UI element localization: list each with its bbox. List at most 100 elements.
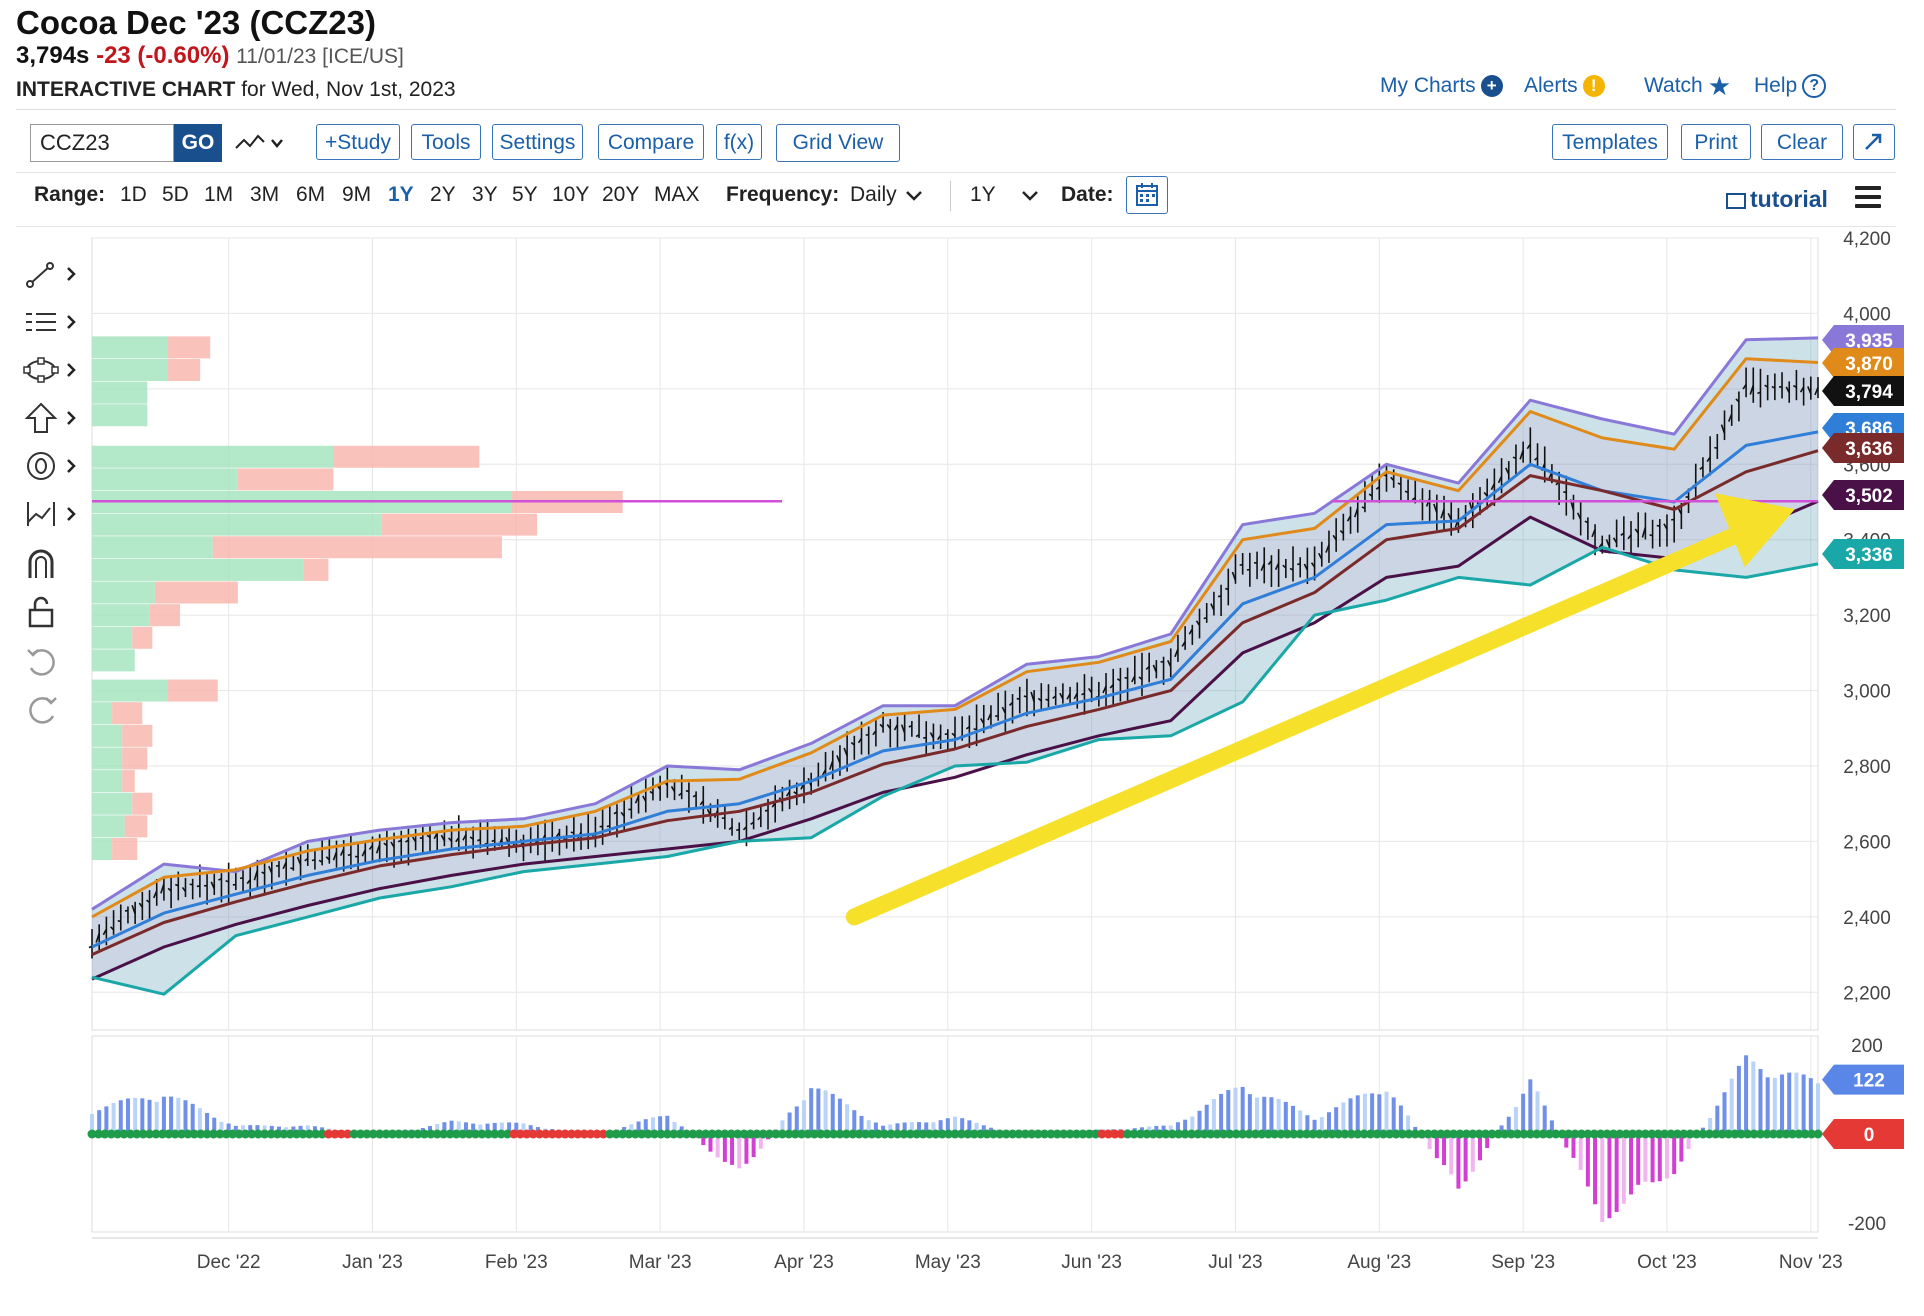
zero-line-dot [317, 1129, 327, 1139]
symbol-input[interactable]: CCZ23 [30, 124, 174, 162]
print-button[interactable]: Print [1681, 124, 1751, 160]
range-1d[interactable]: 1D [120, 183, 147, 206]
range-3m[interactable]: 3M [250, 183, 280, 206]
compare-button[interactable]: Compare [598, 124, 704, 160]
price-bar-tick [361, 849, 367, 857]
page-title: Cocoa Dec '23 (CCZ23) [16, 4, 376, 41]
histogram-bar [1485, 1134, 1490, 1149]
histogram-bar [161, 1096, 166, 1134]
annotation-tool[interactable] [22, 448, 86, 484]
zero-line-dot [1615, 1129, 1625, 1139]
range-5y[interactable]: 5Y [512, 183, 538, 206]
price-bar-tick [1720, 424, 1726, 434]
range-max[interactable]: MAX [654, 183, 700, 206]
price-bar-tick [699, 800, 704, 806]
zero-line-dot [899, 1129, 909, 1139]
zero-line-dot [240, 1129, 250, 1139]
range-10y[interactable]: 10Y [552, 183, 590, 206]
price-bar-tick [1303, 563, 1309, 571]
tools-button[interactable]: Tools [411, 124, 481, 160]
film-icon [1726, 193, 1746, 209]
volume-bar-up [92, 649, 135, 672]
price-bar-tick [1505, 467, 1510, 475]
price-tag-box [1822, 1119, 1904, 1149]
templates-button[interactable]: Templates [1552, 124, 1668, 160]
zero-line-dots [87, 1129, 1823, 1139]
price-bar-tick [1239, 563, 1243, 566]
zero-line-dot [1576, 1129, 1586, 1139]
price-bar-tick [1526, 443, 1532, 450]
range-1y[interactable]: 1Y [388, 183, 414, 206]
settings-button[interactable]: Settings [492, 124, 583, 160]
chart-type-dropdown[interactable] [232, 124, 288, 162]
histogram-bar [1305, 1115, 1310, 1134]
measure-tool[interactable] [22, 496, 86, 532]
zero-line-dot [522, 1129, 532, 1139]
arrow-tool[interactable] [22, 400, 86, 436]
range-6m[interactable]: 6M [296, 183, 326, 206]
trendline-tool[interactable] [22, 256, 86, 292]
clear-button[interactable]: Clear [1761, 124, 1843, 160]
histogram-bar [859, 1115, 864, 1134]
zero-line-dot [944, 1129, 954, 1139]
redo-tool[interactable] [22, 692, 86, 728]
zero-line-dot [432, 1129, 442, 1139]
price-bar-tick [828, 760, 834, 770]
zero-line-dot [1091, 1129, 1101, 1139]
fibonacci-tool[interactable] [22, 304, 86, 340]
range-20y[interactable]: 20Y [602, 183, 640, 206]
range-2y[interactable]: 2Y [430, 183, 456, 206]
study-button[interactable]: +Study [316, 124, 400, 160]
histogram-bar [478, 1124, 483, 1134]
help-link[interactable]: Help ? [1754, 74, 1827, 98]
watch-link[interactable]: Watch ★ [1644, 73, 1731, 99]
zero-line-dot [170, 1129, 180, 1139]
alerts-link[interactable]: Alerts ! [1524, 74, 1605, 98]
tutorial-link[interactable]: tutorial [1726, 186, 1828, 213]
magnet-tool[interactable] [22, 546, 86, 582]
hamburger-menu-icon[interactable] [1855, 186, 1881, 210]
zero-line-dot [650, 1129, 660, 1139]
price-tag-box [1822, 325, 1904, 355]
range-9m[interactable]: 9M [342, 183, 372, 206]
zero-line-dot [848, 1129, 858, 1139]
histogram-bar [1816, 1083, 1820, 1134]
period-dropdown[interactable]: 1Y [970, 183, 1041, 207]
range-1m[interactable]: 1M [204, 183, 234, 206]
zero-line-dot [1366, 1129, 1376, 1139]
expand-button[interactable] [1853, 124, 1895, 160]
zero-line-dot [1353, 1129, 1363, 1139]
zero-line-dot [701, 1129, 711, 1139]
volume-bar-down [212, 536, 502, 559]
grid-view-button[interactable]: Grid View [776, 124, 900, 162]
zero-line-dot [1672, 1129, 1682, 1139]
zero-line-dot [1736, 1129, 1746, 1139]
function-button[interactable]: f(x) [716, 124, 762, 160]
zero-line-dot [1768, 1129, 1778, 1139]
price-tag-label: 3,502 [1845, 486, 1893, 507]
price-bar-tick [146, 899, 151, 904]
histogram-bar [1643, 1134, 1648, 1182]
price-bar-tick [1641, 527, 1647, 538]
price-tick-label: 4,000 [1843, 304, 1891, 325]
my-charts-link[interactable]: My Charts + [1380, 74, 1503, 98]
zero-line-dot [1730, 1129, 1740, 1139]
histogram-bar [176, 1097, 181, 1134]
range-5d[interactable]: 5D [162, 183, 189, 206]
zero-line-dot [1698, 1129, 1708, 1139]
undo-tool[interactable] [22, 644, 86, 680]
histogram-bar [758, 1134, 763, 1149]
range-3y[interactable]: 3Y [472, 183, 498, 206]
price-bar-tick [282, 861, 287, 870]
lock-tool[interactable] [22, 594, 86, 630]
go-button[interactable]: GO [174, 124, 222, 162]
frequency-dropdown[interactable]: Daily [850, 183, 925, 207]
shape-tool[interactable] [22, 352, 86, 388]
zero-line-dot [816, 1129, 826, 1139]
price-bar-tick [1627, 534, 1632, 540]
zero-line-dot [1135, 1129, 1145, 1139]
histogram-bar [1398, 1105, 1403, 1134]
date-picker-button[interactable] [1126, 176, 1168, 214]
price-bar-tick [1023, 695, 1028, 698]
